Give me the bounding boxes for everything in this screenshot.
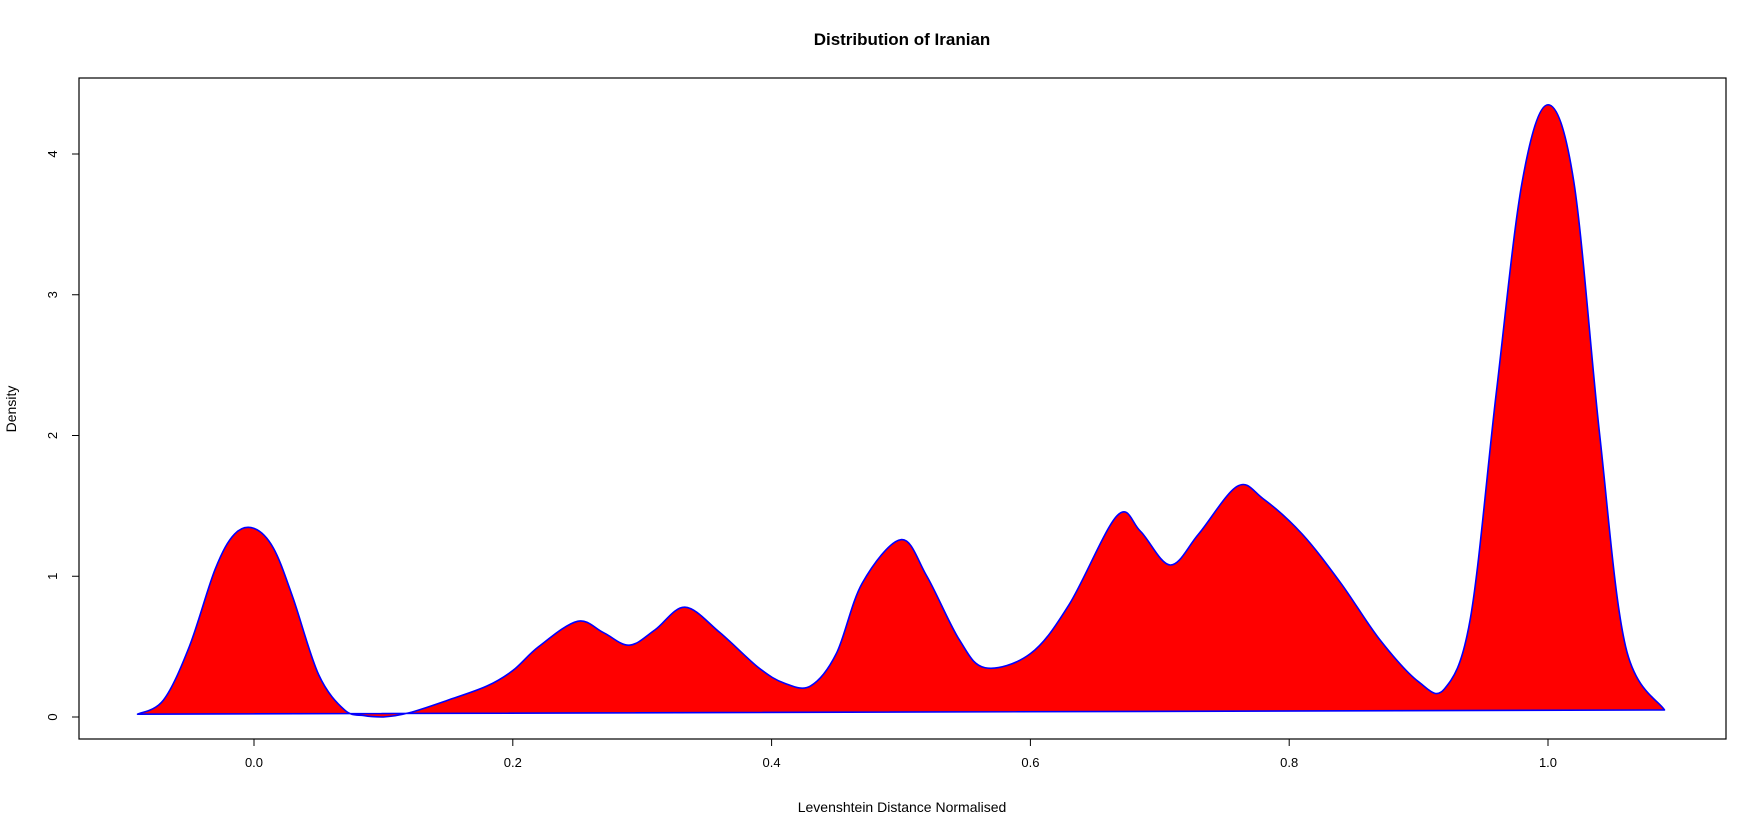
y-axis: 0 1 2 3 4 (45, 150, 80, 721)
x-tick-label: 0.4 (763, 755, 781, 770)
x-tick-label: 0.2 (504, 755, 522, 770)
x-tick-label: 0.6 (1021, 755, 1039, 770)
x-tick-label: 1.0 (1539, 755, 1557, 770)
x-axis: 0.0 0.2 0.4 0.6 0.8 1.0 (245, 738, 1557, 770)
x-axis-label: Levenshtein Distance Normalised (798, 799, 1007, 815)
y-tick-label: 0 (45, 713, 60, 720)
y-tick-label: 2 (45, 432, 60, 439)
x-tick-label: 0.8 (1280, 755, 1298, 770)
y-tick-label: 3 (45, 291, 60, 298)
y-tick-label: 4 (45, 150, 60, 157)
y-axis-label: Density (3, 386, 19, 433)
chart-title: Distribution of Iranian (814, 30, 991, 49)
x-tick-label: 0.0 (245, 755, 263, 770)
y-tick-label: 1 (45, 573, 60, 580)
density-area (136, 103, 1666, 718)
